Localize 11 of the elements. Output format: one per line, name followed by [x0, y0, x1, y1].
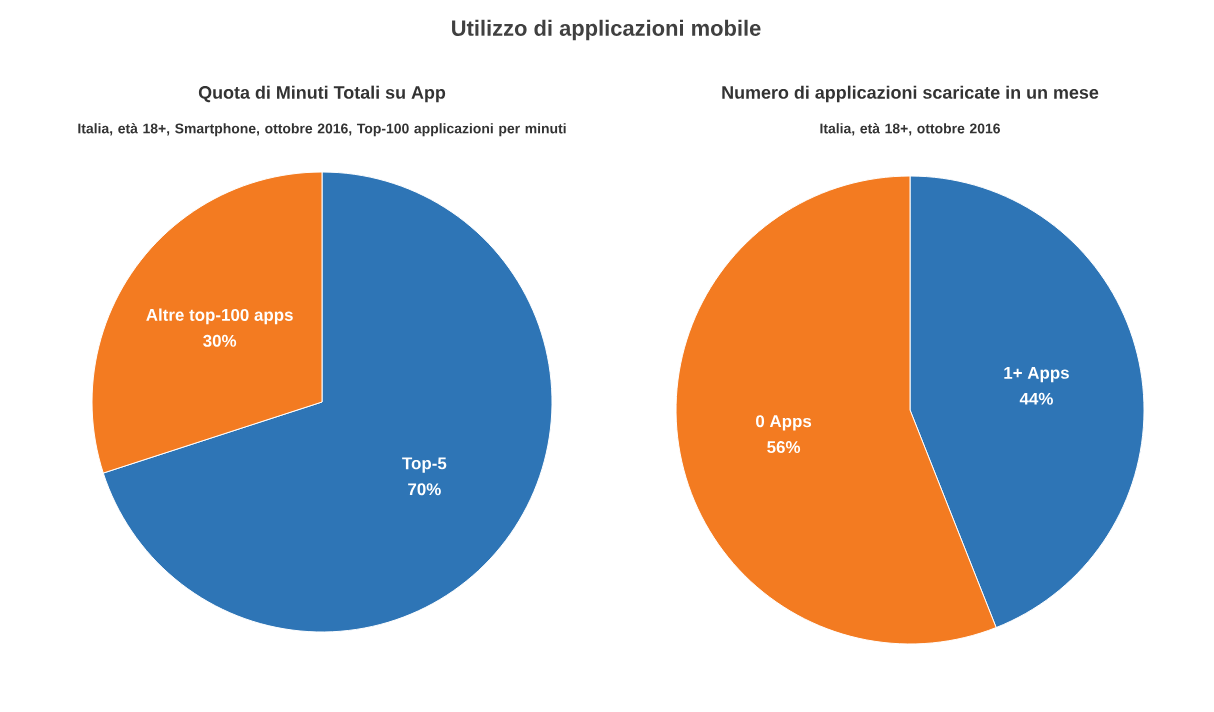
chart-title: Quota di Minuti Totali su App — [198, 85, 446, 103]
text: Utilizzo di applicazioni mobile — [452, 19, 761, 41]
slice-label: Altre top-100 apps — [146, 308, 293, 325]
data-label: 56% — [767, 441, 801, 454]
data-label: 70% — [408, 483, 441, 496]
chart-title: Numero di applicazioni scaricate in un mese — [722, 85, 1099, 103]
slice-label: Top-5 — [402, 457, 447, 473]
data-label: 30% — [203, 334, 237, 347]
slice-label: 1+ Apps — [1004, 367, 1069, 383]
slice-label: 0 Apps — [756, 415, 812, 431]
data-label: 44% — [1019, 392, 1053, 405]
